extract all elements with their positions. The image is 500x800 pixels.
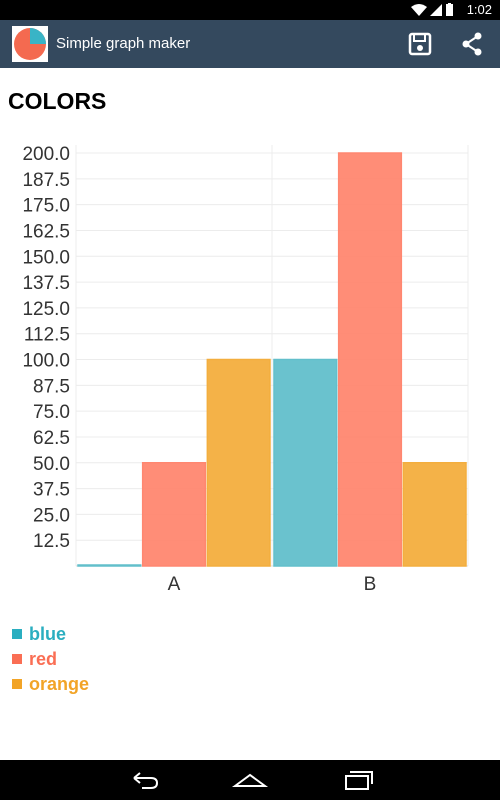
- chart-title: COLORS: [8, 88, 107, 114]
- y-tick-label: 100.0: [22, 351, 70, 372]
- back-icon[interactable]: [124, 768, 164, 792]
- y-tick-label: 12.5: [33, 531, 70, 552]
- app-title: Simple graph maker: [56, 35, 191, 52]
- legend-label-orange: orange: [29, 674, 90, 694]
- legend-swatch-blue: [12, 629, 22, 639]
- y-tick-label: 112.5: [24, 325, 70, 346]
- recents-icon[interactable]: [338, 768, 378, 792]
- home-icon[interactable]: [230, 768, 270, 792]
- bar-orange-A[interactable]: [206, 358, 271, 567]
- y-tick-label: 162.5: [22, 221, 70, 242]
- y-tick-label: 75.0: [33, 402, 70, 423]
- legend-label-blue: blue: [29, 624, 67, 644]
- wifi-icon: [411, 4, 427, 16]
- status-bar: 1:02: [0, 0, 500, 20]
- cell-signal-icon: [430, 4, 442, 16]
- y-tick-label: 175.0: [22, 196, 70, 217]
- app-logo-icon[interactable]: [12, 26, 48, 62]
- bar-chart: 12.5 25.0 37.5 50.0 62.5 75.0 87.5 100.0 112.5 12…: [22, 144, 469, 595]
- y-tick-label: 200.0: [22, 144, 70, 165]
- x-tick-label: A: [168, 574, 181, 595]
- action-bar: Simple graph maker: [0, 20, 500, 68]
- y-tick-label: 150.0: [22, 247, 70, 268]
- legend-swatch-red: [12, 654, 22, 664]
- y-tick-label: 87.5: [33, 376, 70, 397]
- y-tick-label: 125.0: [22, 299, 70, 320]
- legend-label-red: red: [29, 649, 58, 669]
- y-tick-label: 37.5: [33, 480, 70, 501]
- legend-swatch-orange: [12, 679, 22, 689]
- battery-icon: [446, 3, 453, 16]
- bar-blue-A[interactable]: [77, 564, 142, 567]
- bar-red-A[interactable]: [141, 462, 207, 567]
- status-icons: [411, 3, 453, 16]
- y-tick-label: 25.0: [33, 505, 70, 526]
- navigation-bar: [0, 760, 500, 800]
- bar-red-B[interactable]: [337, 152, 403, 567]
- save-icon[interactable]: [404, 28, 436, 60]
- y-tick-label: 187.5: [22, 170, 70, 191]
- bar-orange-B[interactable]: [402, 462, 467, 567]
- y-tick-label: 50.0: [33, 454, 70, 475]
- y-tick-label: 137.5: [22, 273, 70, 294]
- share-icon[interactable]: [456, 28, 488, 60]
- bar-blue-B[interactable]: [273, 358, 338, 567]
- status-time: 1:02: [466, 2, 492, 17]
- y-tick-label: 62.5: [33, 428, 70, 449]
- x-tick-label: B: [364, 574, 377, 595]
